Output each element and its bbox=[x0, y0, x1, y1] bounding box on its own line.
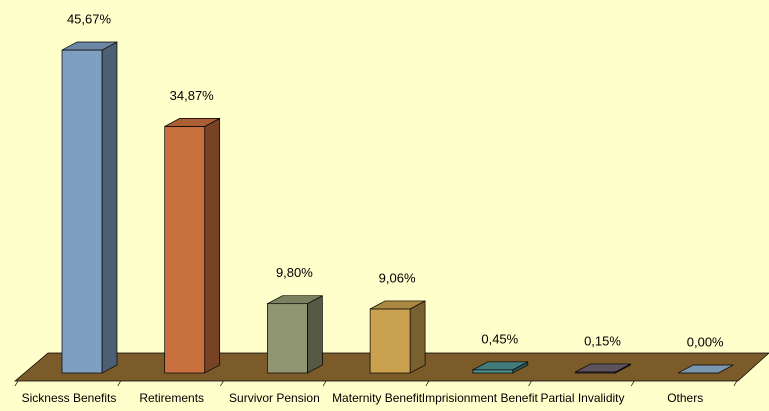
bar bbox=[369, 308, 411, 374]
x-tick-label: Partial Invalidity bbox=[540, 391, 624, 405]
bar bbox=[164, 126, 206, 374]
x-tick-label: Maternity Benefit bbox=[332, 391, 423, 405]
bar-top bbox=[678, 364, 734, 374]
tick-mark bbox=[117, 380, 122, 387]
x-tick-label: Sickness Benefits bbox=[22, 391, 117, 405]
tick-mark bbox=[528, 380, 532, 387]
bar bbox=[472, 369, 514, 374]
value-label: 34,87% bbox=[170, 88, 215, 103]
bar bbox=[267, 303, 308, 374]
x-tick-label: Others bbox=[667, 391, 703, 405]
x-tick-label: Imprisionment Benefit bbox=[422, 391, 539, 405]
x-tick-label: Retirements bbox=[139, 391, 204, 405]
bar-top bbox=[369, 300, 426, 310]
bar-top bbox=[472, 361, 528, 371]
bar-top bbox=[61, 41, 118, 51]
x-tick-label: Survivor Pension bbox=[229, 391, 320, 405]
bar-side bbox=[307, 295, 323, 374]
bar bbox=[61, 49, 103, 374]
bar-side bbox=[101, 41, 118, 374]
tick-mark bbox=[630, 380, 635, 387]
bar-side bbox=[204, 117, 221, 374]
value-label: 9,06% bbox=[379, 270, 416, 285]
value-label: 0,00% bbox=[687, 334, 724, 349]
value-label: 0,45% bbox=[481, 331, 518, 346]
tick-mark bbox=[733, 380, 738, 387]
tick-mark bbox=[425, 380, 430, 387]
value-label: 9,80% bbox=[276, 265, 313, 280]
bar-side bbox=[409, 300, 426, 374]
bar-top bbox=[164, 118, 220, 127]
value-label: 0,15% bbox=[584, 333, 621, 348]
tick-mark bbox=[14, 380, 19, 387]
bar-top bbox=[267, 295, 323, 305]
tick-mark bbox=[322, 380, 327, 387]
value-label: 45,67% bbox=[67, 11, 112, 26]
tick-mark bbox=[220, 380, 224, 387]
bar-top bbox=[575, 363, 631, 373]
